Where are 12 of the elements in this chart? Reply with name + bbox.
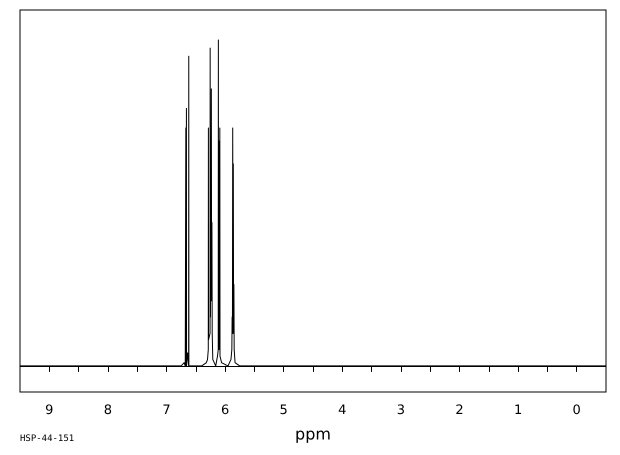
x-tick-label: 7 [162,403,171,418]
x-tick-label: 5 [280,403,288,418]
x-tick-label: 0 [572,403,581,418]
x-tick-label: 3 [396,403,406,418]
x-tick-label: 6 [220,403,230,418]
x-axis-title: ppm [295,424,331,444]
x-tick-label: 4 [338,403,346,418]
x-tick-label: 8 [104,403,112,418]
x-tick-label: 9 [45,403,54,418]
x-tick-label: 1 [514,403,522,418]
x-tick-label: 2 [455,403,464,418]
text: HSP-44-151 [20,434,74,444]
